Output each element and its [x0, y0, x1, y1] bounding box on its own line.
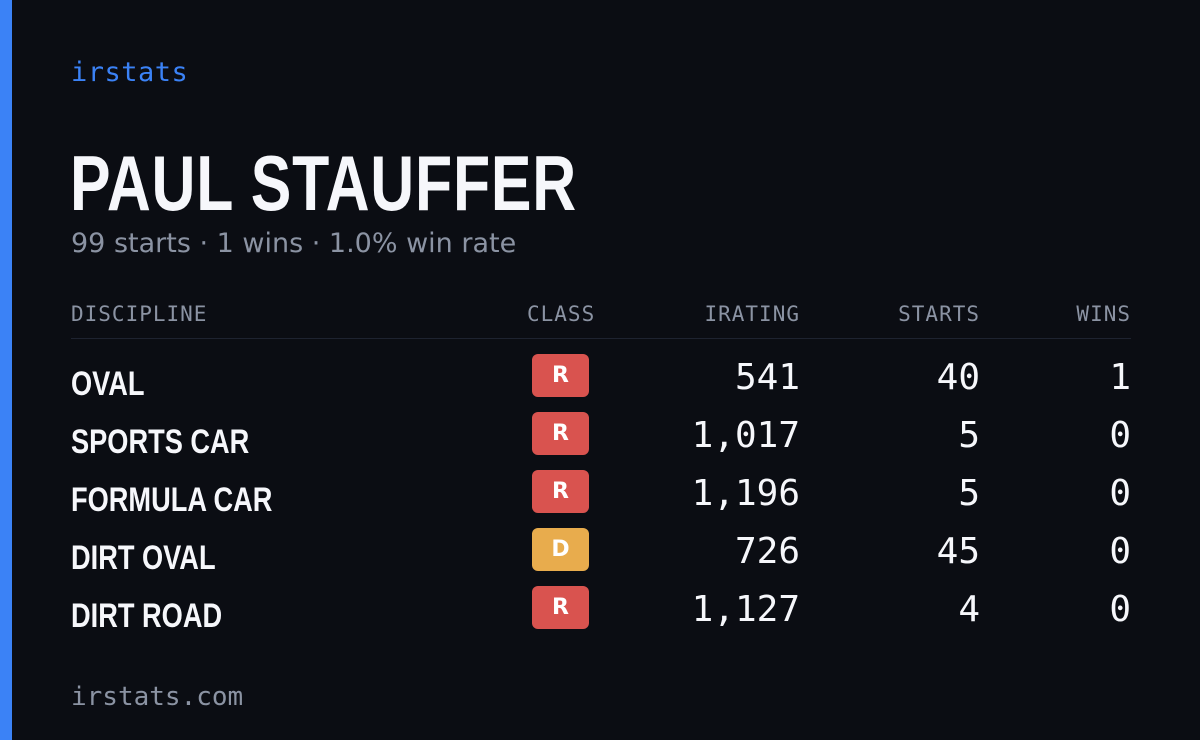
table-header: DISCIPLINE CLASS IRATING STARTS WINS [71, 298, 1131, 339]
starts-value: 40 [936, 357, 980, 398]
wins-value: 0 [1109, 415, 1131, 456]
discipline-name: SPORTS CAR [71, 423, 250, 461]
discipline-name: DIRT ROAD [71, 597, 223, 635]
license-class-badge: R [532, 586, 589, 629]
footer-url[interactable]: irstats.com [71, 682, 244, 712]
discipline-name: OVAL [71, 365, 145, 403]
header-irating: IRATING [704, 302, 800, 326]
player-summary: 99 starts · 1 wins · 1.0% win rate [71, 228, 517, 259]
starts-value: 4 [958, 589, 980, 630]
irating-value: 1,127 [691, 589, 800, 630]
wins-value: 0 [1109, 473, 1131, 514]
irating-value: 726 [734, 531, 800, 572]
starts-value: 45 [936, 531, 980, 572]
accent-bar [0, 0, 12, 740]
license-class-badge: R [532, 412, 589, 455]
header-starts: STARTS [898, 302, 980, 326]
brand-logo-text: irstats [71, 57, 189, 88]
starts-value: 5 [958, 415, 980, 456]
table-row: DIRT OVAL D 726 45 0 [71, 528, 1131, 586]
discipline-name: DIRT OVAL [71, 539, 216, 577]
wins-value: 1 [1109, 357, 1131, 398]
wins-value: 0 [1109, 531, 1131, 572]
header-discipline: DISCIPLINE [71, 302, 208, 326]
license-class-badge: D [532, 528, 589, 571]
header-class: CLASS [527, 302, 596, 326]
discipline-name: FORMULA CAR [71, 481, 273, 519]
wins-value: 0 [1109, 589, 1131, 630]
license-class-badge: R [532, 470, 589, 513]
irating-value: 1,196 [691, 473, 800, 514]
irating-value: 541 [734, 357, 800, 398]
header-wins: WINS [1076, 302, 1131, 326]
player-name: PAUL STAUFFER [70, 139, 577, 227]
table-row: FORMULA CAR R 1,196 5 0 [71, 470, 1131, 528]
license-class-badge: R [532, 354, 589, 397]
table-row: SPORTS CAR R 1,017 5 0 [71, 412, 1131, 470]
starts-value: 5 [958, 473, 980, 514]
table-row: DIRT ROAD R 1,127 4 0 [71, 586, 1131, 644]
table-row: OVAL R 541 40 1 [71, 354, 1131, 412]
irating-value: 1,017 [691, 415, 800, 456]
